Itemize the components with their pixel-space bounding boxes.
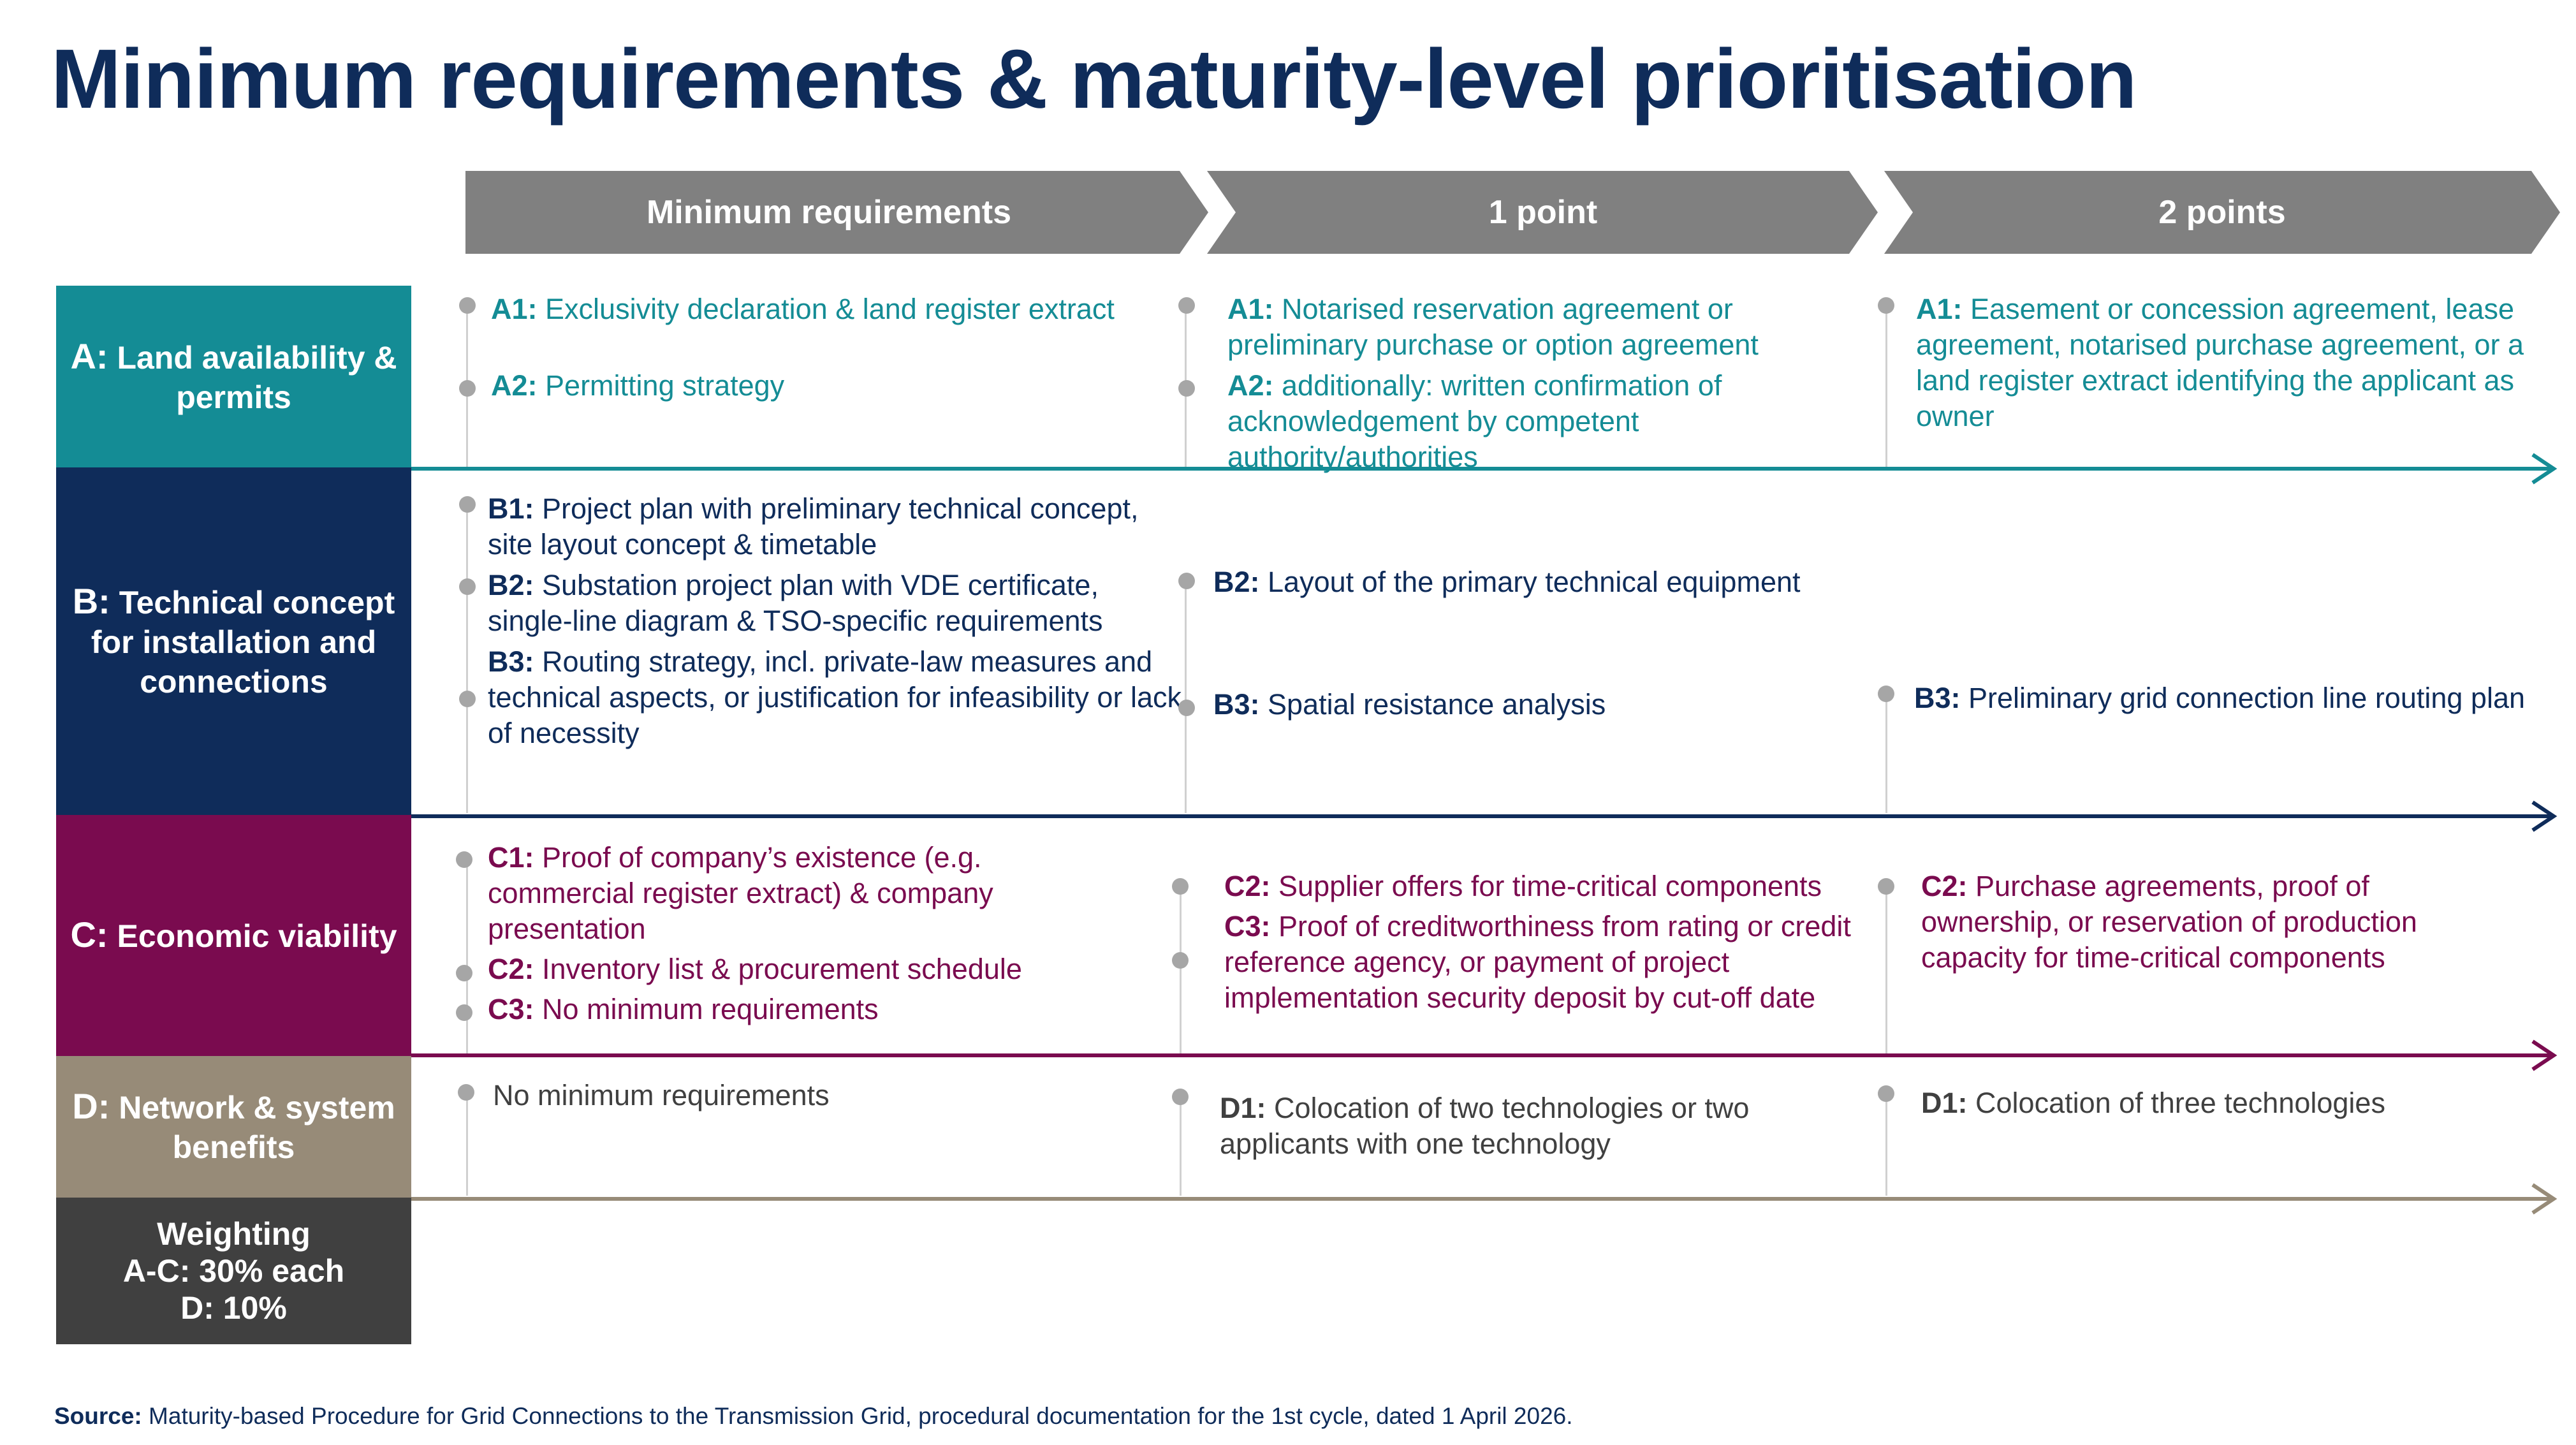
- arrow-row-d: [411, 1183, 2558, 1215]
- row-b-1pt-item-1: B2: Layout of the primary technical equi…: [1213, 566, 1801, 598]
- bullet-dot: [1178, 380, 1195, 397]
- divider-d-col2: [1180, 1090, 1182, 1196]
- bullet-dot: [459, 578, 476, 595]
- arrow-row-b: [411, 800, 2558, 832]
- row-a-1pt-item-2: A2: additionally: written confirmation o…: [1227, 369, 1722, 473]
- divider-b-col2: [1185, 574, 1187, 813]
- divider-a-col3: [1885, 300, 1887, 467]
- divider-c-col1: [466, 855, 468, 1054]
- page-title: Minimum requirements & maturity-level pr…: [51, 32, 2137, 126]
- chevron-1-point: [1207, 171, 1878, 254]
- bullet-dot: [1878, 297, 1894, 314]
- row-b-min-item-3: B3: Routing strategy, incl. private-law …: [488, 645, 1182, 749]
- arrow-row-c: [411, 1039, 2558, 1071]
- bullet-dot: [456, 1004, 472, 1021]
- row-a-1pt-item-1: A1: Notarised reservation agreement or p…: [1227, 293, 1759, 361]
- bullet-dot: [1878, 878, 1894, 895]
- row-c-min-item-2: C2: Inventory list & procurement schedul…: [488, 953, 1022, 985]
- chevron-minimum-requirements: [465, 171, 1208, 254]
- row-c-min-item-1: C1: Proof of company’s existence (e.g. c…: [488, 841, 993, 945]
- bullet-dot: [1178, 297, 1195, 314]
- row-a-label: Land availability & permits: [117, 339, 397, 415]
- bullet-dot: [1178, 573, 1195, 589]
- bullet-dot: [456, 965, 472, 981]
- divider-d-col3: [1885, 1090, 1887, 1196]
- row-a-2pt-item-1: A1: Easement or concession agreement, le…: [1916, 293, 2524, 432]
- row-header-a: A: Land availability & permits: [56, 286, 411, 467]
- row-header-b: B: Technical concept for installation an…: [56, 467, 411, 815]
- divider-d-col1: [466, 1090, 468, 1196]
- row-b-2pt-item-1: B3: Preliminary grid connection line rou…: [1914, 682, 2526, 714]
- row-d-letter: D:: [72, 1086, 110, 1126]
- column-header-chevrons: [465, 171, 2560, 254]
- row-c-min-item-3: C3: No minimum requirements: [488, 993, 879, 1025]
- bullet-dot: [458, 1084, 474, 1101]
- row-d-label: Network & system benefits: [119, 1090, 395, 1165]
- row-a-letter: A:: [70, 335, 108, 376]
- row-b-label: Technical concept for installation and c…: [91, 584, 395, 700]
- row-header-c: C: Economic viability: [56, 815, 411, 1056]
- column-header-2-points: 2 points: [2158, 194, 2286, 231]
- row-c-2pt-item-1: C2: Purchase agreements, proof of owners…: [1921, 870, 2417, 974]
- row-b-1pt-item-2: B3: Spatial resistance analysis: [1213, 688, 1606, 721]
- weighting-line-1: A-C: 30% each: [122, 1253, 345, 1289]
- bullet-dot: [459, 496, 476, 513]
- row-b-letter: B:: [72, 580, 110, 621]
- chevron-2-points: [1884, 171, 2560, 254]
- source-label: Source:: [54, 1403, 142, 1429]
- source-footnote: Source: Maturity-based Procedure for Gri…: [54, 1403, 1573, 1430]
- row-b-min-item-2: B2: Substation project plan with VDE cer…: [488, 569, 1103, 637]
- row-c-letter: C:: [70, 914, 108, 955]
- row-header-d: D: Network & system benefits: [56, 1056, 411, 1198]
- bullet-dot: [1172, 952, 1189, 969]
- divider-b-col3: [1885, 689, 1887, 813]
- bullet-dot: [459, 691, 476, 707]
- source-text: Maturity-based Procedure for Grid Connec…: [149, 1403, 1573, 1429]
- column-header-minimum: Minimum requirements: [646, 194, 1012, 231]
- bullet-dot: [1178, 700, 1195, 716]
- bullet-dot: [459, 380, 476, 397]
- weighting-box: Weighting A-C: 30% each D: 10%: [56, 1198, 411, 1344]
- row-b-min-item-1: B1: Project plan with preliminary techni…: [488, 492, 1139, 561]
- row-d-1pt-item-1: D1: Colocation of two technologies or tw…: [1220, 1092, 1750, 1160]
- row-a-min-item-2: A2: Permitting strategy: [491, 369, 785, 402]
- bullet-dot: [1172, 1089, 1189, 1105]
- divider-b-col1: [466, 497, 468, 813]
- divider-c-col3: [1885, 880, 1887, 1054]
- row-c-label: Economic viability: [117, 918, 397, 954]
- row-c-1pt-item-2: C3: Proof of creditworthiness from ratin…: [1224, 910, 1851, 1014]
- bullet-dot: [459, 297, 476, 314]
- bullet-dot: [1878, 1085, 1894, 1102]
- weighting-line-2: D: 10%: [180, 1290, 287, 1326]
- bullet-dot: [1878, 686, 1894, 702]
- row-a-min-item-1: A1: Exclusivity declaration & land regis…: [491, 293, 1115, 325]
- bullet-dot: [1172, 878, 1189, 895]
- row-d-2pt-item-1: D1: Colocation of three technologies: [1921, 1087, 2385, 1119]
- weighting-title: Weighting: [157, 1216, 311, 1252]
- row-c-1pt-item-1: C2: Supplier offers for time-critical co…: [1224, 870, 1822, 902]
- bullet-dot: [456, 851, 472, 868]
- row-d-min-item-1: No minimum requirements: [493, 1079, 830, 1111]
- column-header-1-point: 1 point: [1488, 194, 1598, 231]
